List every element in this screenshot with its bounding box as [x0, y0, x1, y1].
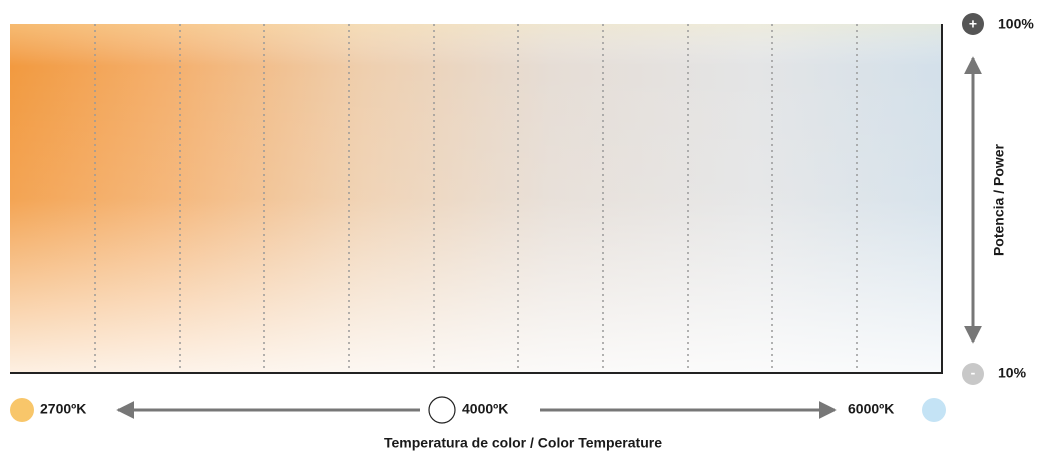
min-sign: - — [971, 365, 976, 381]
cool-label: 6000ºK — [848, 401, 894, 417]
temperature-label: Temperatura de color / Color Temperature — [384, 435, 662, 451]
neutral-label: 4000ºK — [462, 401, 508, 417]
cool-icon — [922, 398, 946, 422]
max-label: 100% — [998, 16, 1034, 32]
max-icon — [962, 13, 984, 35]
max-sign: + — [969, 16, 977, 32]
power-label: Potencia / Power — [991, 143, 1007, 256]
warm-label: 2700ºK — [40, 401, 86, 417]
warm-icon — [10, 398, 34, 422]
neutral-icon — [428, 396, 456, 424]
light-panel — [10, 24, 943, 374]
min-icon — [962, 363, 984, 385]
min-label: 10% — [998, 365, 1027, 381]
